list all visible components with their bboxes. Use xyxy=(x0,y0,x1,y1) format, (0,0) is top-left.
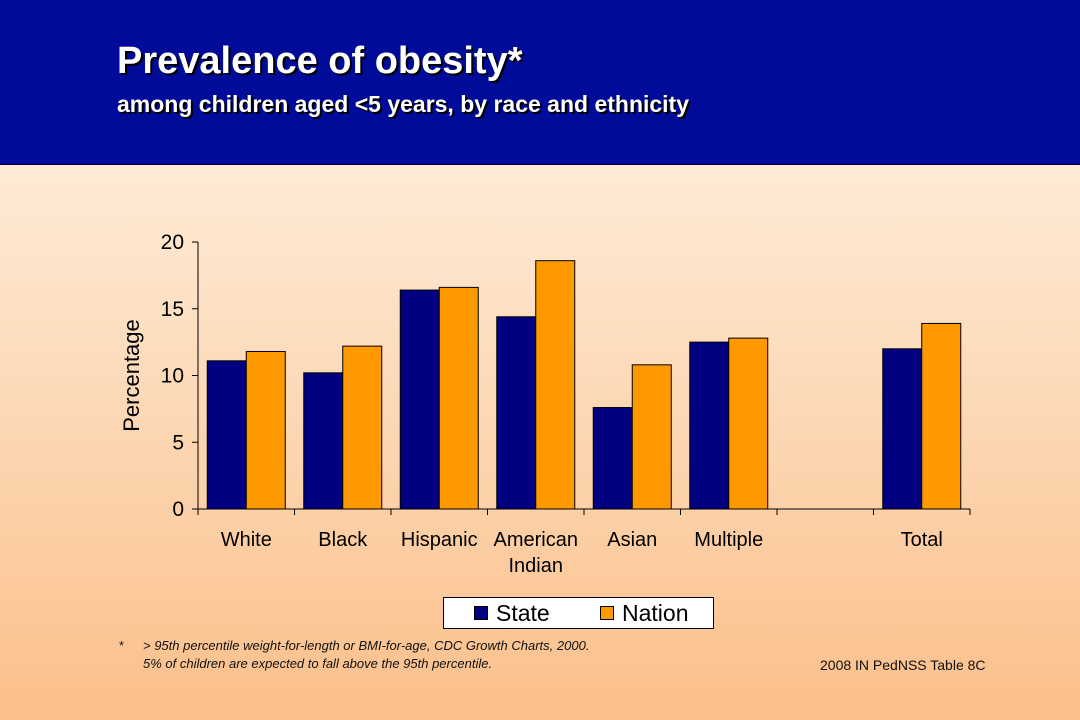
y-tick-label: 0 xyxy=(172,498,184,521)
bar-nation-asian xyxy=(631,364,672,510)
footnote-line-2: 5% of children are expected to fall abov… xyxy=(143,656,493,671)
x-tick-label: White xyxy=(221,529,272,551)
bar-nation-american-indian xyxy=(535,260,576,510)
bar-state-asian xyxy=(592,407,633,510)
legend-swatch-nation xyxy=(600,606,614,620)
x-tick-label: American xyxy=(494,529,578,551)
page-title: Prevalence of obesity* xyxy=(117,40,523,82)
bar-nation-black xyxy=(342,345,383,510)
x-tick-label: Multiple xyxy=(694,529,763,551)
page-subtitle: among children aged <5 years, by race an… xyxy=(117,91,690,117)
footnote-marker: * xyxy=(119,638,125,653)
y-tick-label: 15 xyxy=(161,298,184,321)
bar-state-white xyxy=(206,360,247,510)
bar-state-hispanic xyxy=(399,289,440,510)
x-tick-label: Hispanic xyxy=(401,529,478,551)
bar-state-multiple xyxy=(689,341,730,510)
y-tick-label: 5 xyxy=(172,431,184,454)
source-note: 2008 IN PedNSS Table 8C xyxy=(820,657,986,673)
header-banner: Prevalence of obesity* among children ag… xyxy=(0,0,1080,165)
legend-item-nation: Nation xyxy=(600,598,688,628)
x-tick-label: Asian xyxy=(607,529,657,551)
x-tick-label: Black xyxy=(318,529,368,551)
bar-state-american-indian xyxy=(496,316,537,510)
legend-label-nation: Nation xyxy=(622,599,689,626)
y-axis-label: Percentage xyxy=(119,319,144,432)
bar-nation-multiple xyxy=(728,337,769,510)
legend-swatch-state xyxy=(474,606,488,620)
x-tick-label: Indian xyxy=(509,555,564,577)
y-tick-label: 20 xyxy=(161,231,184,254)
bar-state-black xyxy=(303,372,344,510)
chart-legend: State Nation xyxy=(443,597,714,629)
footnote-line-1: > 95th percentile weight-for-length or B… xyxy=(143,638,590,653)
bar-nation-white xyxy=(245,350,286,510)
y-tick-label: 10 xyxy=(161,365,184,388)
legend-item-state: State xyxy=(474,598,550,628)
legend-label-state: State xyxy=(496,599,550,626)
bar-nation-total xyxy=(921,322,962,510)
bar-state-total xyxy=(882,348,923,510)
x-tick-label: Total xyxy=(901,529,943,551)
bar-nation-hispanic xyxy=(438,286,479,510)
